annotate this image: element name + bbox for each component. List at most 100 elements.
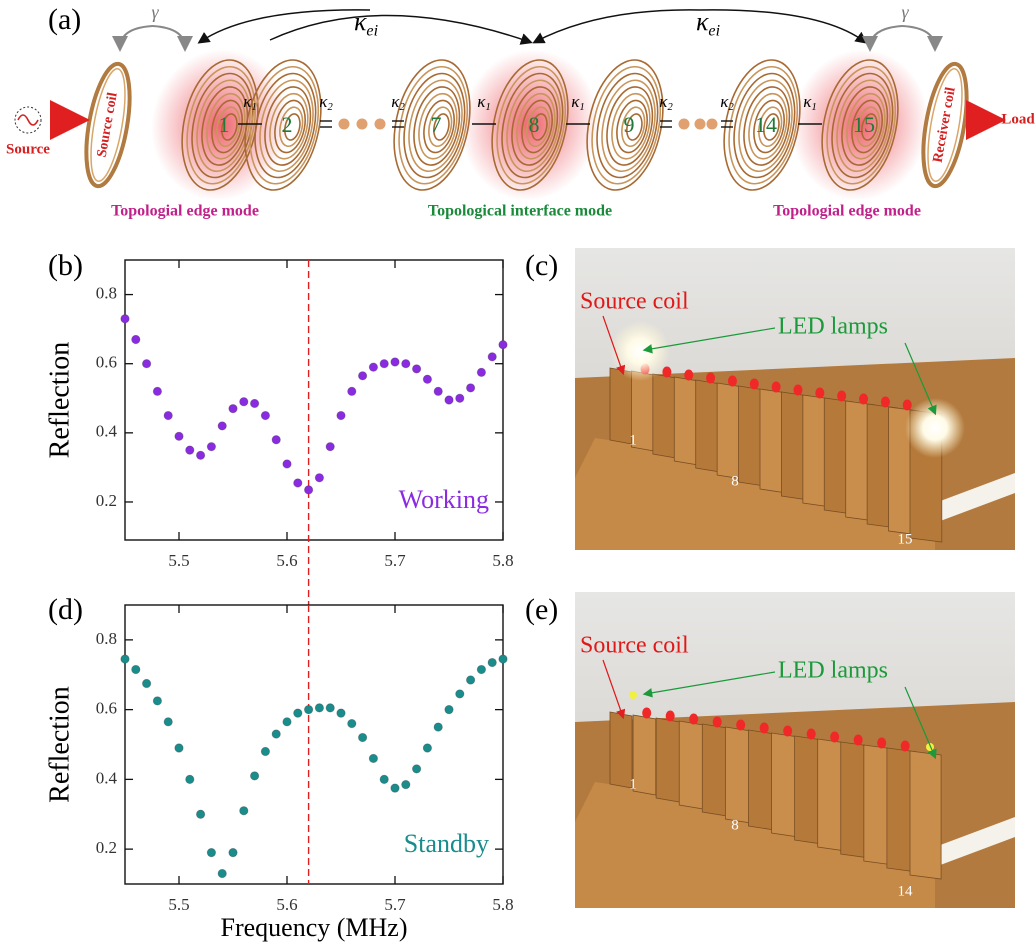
data-point	[465, 675, 476, 685]
coil-turn	[851, 99, 883, 154]
y-axis-label: Reflection	[44, 342, 75, 459]
data-point	[401, 359, 411, 369]
kappa-ei-label: κei	[696, 7, 720, 39]
kappa-ei-label: κei	[354, 7, 378, 39]
coil-turn	[626, 113, 643, 141]
receiver-coil-label: Receiver coil	[931, 86, 959, 164]
coupling-label: κ1	[571, 92, 584, 113]
coil-turn	[841, 86, 889, 166]
panel-label: (d)	[48, 593, 83, 626]
coil	[244, 59, 322, 191]
coil-turn	[501, 72, 564, 179]
data-point	[239, 397, 249, 407]
led	[815, 387, 825, 399]
y-tick-label: 0.8	[96, 629, 117, 648]
photo: Source coil LED lamps 1 8 15	[575, 248, 1015, 550]
ellipsis-dot	[706, 118, 718, 130]
led	[900, 740, 910, 752]
data-point	[455, 393, 465, 403]
panel-label: (a)	[48, 3, 81, 36]
symbol: κ	[354, 7, 367, 36]
photo-number: 1	[629, 432, 637, 448]
mode-label: Topological interface mode	[428, 203, 612, 220]
coil-turn	[826, 65, 896, 185]
data-point	[271, 435, 281, 445]
kappa-arrow	[197, 9, 371, 44]
data-point	[174, 431, 184, 441]
y-tick-label: 0.4	[96, 422, 118, 441]
data-point	[314, 703, 324, 713]
coil-turn	[586, 59, 664, 191]
sine	[17, 114, 39, 126]
x-tick-label: 5.5	[168, 895, 189, 914]
led	[902, 399, 912, 411]
coupling-label: κ2	[720, 92, 734, 113]
gamma-arrow	[112, 25, 153, 52]
data-point	[487, 352, 497, 362]
panel-label: (b)	[48, 249, 83, 282]
coil-turn	[279, 106, 304, 148]
source-label: Source	[6, 141, 50, 157]
coil	[586, 59, 664, 191]
photo-number: 1	[629, 776, 637, 792]
coil-turn	[531, 113, 548, 141]
coil	[461, 49, 599, 201]
data-point	[228, 404, 238, 414]
data-point	[498, 654, 508, 664]
photo-arrow	[602, 315, 626, 376]
data-point	[401, 780, 411, 790]
data-point	[487, 657, 497, 668]
data-point	[325, 703, 335, 713]
mode-glow	[791, 49, 929, 201]
coil-turn	[606, 86, 654, 166]
coil-turn	[753, 99, 785, 154]
led	[859, 393, 869, 405]
data-point	[185, 774, 195, 784]
subscript: 2	[399, 102, 405, 113]
data-point	[120, 654, 130, 664]
data-point	[444, 395, 454, 405]
x-tick-label: 5.8	[492, 551, 513, 570]
coil-turn	[211, 99, 243, 154]
data-point	[465, 383, 476, 393]
led	[642, 707, 652, 719]
led	[853, 734, 863, 746]
coil-turn	[221, 113, 238, 141]
coil-turn	[216, 106, 241, 148]
kappa-arrow	[699, 9, 868, 44]
data-point	[433, 386, 443, 396]
photo-source-label: Source coil	[580, 633, 689, 659]
data-point	[163, 717, 173, 727]
y-tick-label: 0.8	[96, 283, 117, 302]
led	[759, 722, 769, 734]
data-point	[390, 357, 400, 367]
data-point	[293, 708, 303, 718]
data-point	[303, 485, 314, 495]
kappa-arrow	[269, 14, 533, 45]
x-tick-label: 5.8	[492, 895, 513, 914]
data-point	[250, 398, 260, 409]
data-point	[196, 809, 206, 819]
coupling-label: κ1	[803, 92, 816, 113]
coil-turn	[408, 79, 463, 173]
board	[575, 438, 935, 550]
coil-number: 14	[755, 112, 777, 137]
coil-turn	[423, 99, 455, 154]
lamp-glow	[905, 398, 965, 458]
led	[712, 716, 722, 728]
x-tick-label: 5.5	[168, 551, 189, 570]
gamma-label: γ	[901, 2, 909, 22]
data-point	[379, 774, 389, 784]
coil-turn	[526, 106, 551, 148]
coil-plate	[701, 723, 728, 817]
data-point	[250, 771, 260, 781]
data-point	[260, 746, 270, 757]
coil-turn	[846, 92, 886, 160]
led	[689, 713, 699, 725]
coil-plate	[909, 750, 942, 880]
coil-turn	[496, 65, 566, 185]
plot-frame	[124, 604, 504, 885]
led	[880, 396, 890, 408]
photo-source-label: Source coil	[580, 289, 689, 315]
data-point	[411, 764, 422, 774]
